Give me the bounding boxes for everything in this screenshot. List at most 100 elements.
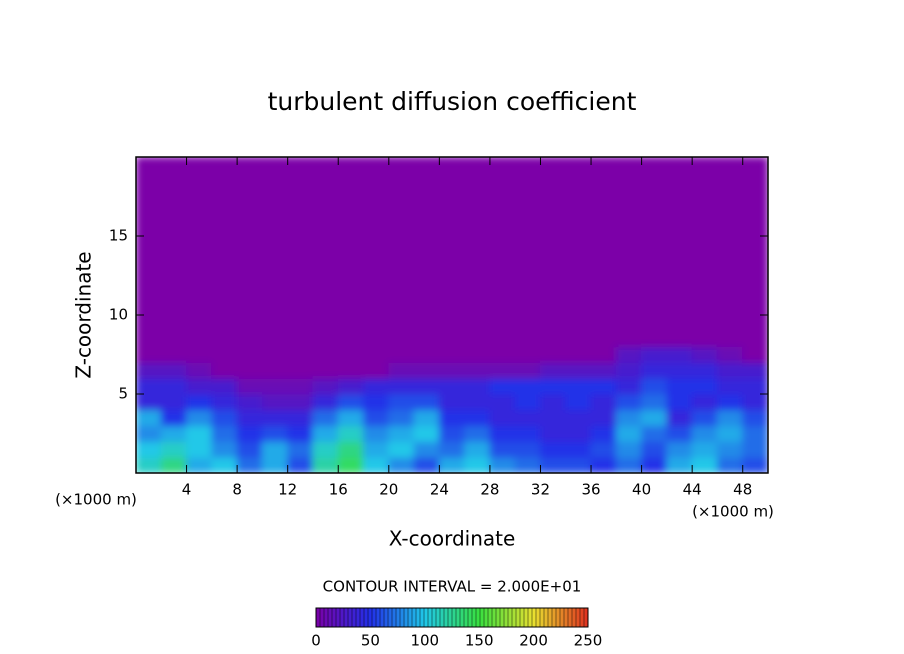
x-tick-label: 12 — [278, 481, 297, 499]
cell — [438, 377, 466, 395]
cell — [160, 409, 188, 427]
cell — [363, 157, 390, 348]
cell — [539, 377, 567, 395]
cell — [514, 361, 541, 379]
cell — [312, 409, 339, 427]
cell — [413, 346, 440, 363]
cell — [590, 361, 617, 379]
cell — [236, 440, 263, 458]
cell — [489, 346, 516, 363]
cell — [287, 409, 314, 427]
cell — [312, 377, 339, 395]
cell — [716, 456, 744, 473]
cell — [261, 346, 289, 363]
cell — [413, 456, 440, 473]
cell — [236, 393, 263, 411]
cell — [565, 409, 592, 427]
y-tick-label: 5 — [118, 385, 128, 403]
x-tick-label: 4 — [182, 481, 192, 499]
cell — [388, 361, 415, 379]
cell — [641, 440, 668, 458]
cell — [489, 425, 516, 442]
x-tick-label: 48 — [733, 481, 752, 499]
cell — [413, 409, 440, 427]
cell — [438, 409, 466, 427]
cell — [641, 346, 668, 363]
chart-title: turbulent diffusion coefficient — [268, 87, 637, 116]
cell — [160, 377, 188, 395]
cell — [489, 393, 516, 411]
cell — [236, 425, 263, 442]
y-unit-label: (×1000 m) — [55, 491, 137, 509]
cell — [565, 346, 592, 363]
cell — [742, 409, 768, 427]
cell — [136, 409, 162, 427]
cell — [160, 440, 188, 458]
cell — [261, 393, 289, 411]
cell — [136, 346, 162, 363]
cell — [312, 425, 339, 442]
cell — [211, 393, 238, 411]
cell — [438, 346, 466, 363]
cell — [236, 456, 263, 473]
colorbar-tick-label: 200 — [519, 632, 548, 650]
cell — [160, 393, 188, 411]
cell — [363, 361, 390, 379]
cell — [691, 346, 718, 363]
cell — [160, 361, 188, 379]
cell — [641, 409, 668, 427]
cell — [565, 440, 592, 458]
cell — [136, 377, 162, 395]
cell — [691, 377, 718, 395]
cell — [388, 409, 415, 427]
cell — [641, 456, 668, 473]
cell — [742, 393, 768, 411]
colorbar-tick-label: 0 — [311, 632, 321, 650]
x-tick-label: 36 — [581, 481, 600, 499]
cell — [565, 425, 592, 442]
cell — [312, 157, 339, 348]
cell — [514, 440, 541, 458]
cell — [186, 425, 213, 442]
cell — [236, 346, 263, 363]
cell — [186, 456, 213, 473]
x-unit-label: (×1000 m) — [692, 503, 774, 521]
cell — [388, 456, 415, 473]
cell — [514, 346, 541, 363]
cell — [438, 157, 466, 348]
cell — [413, 425, 440, 442]
cell — [438, 440, 466, 458]
cell — [438, 393, 466, 411]
cell — [160, 346, 188, 363]
cell — [489, 157, 516, 348]
cell — [312, 456, 339, 473]
cell — [261, 425, 289, 442]
cell — [363, 346, 390, 363]
cell — [615, 157, 643, 348]
cell — [539, 440, 567, 458]
cell — [337, 361, 365, 379]
cell — [413, 440, 440, 458]
cell — [413, 393, 440, 411]
cell — [464, 425, 491, 442]
cell — [615, 409, 643, 427]
cell — [691, 456, 718, 473]
cell — [337, 346, 365, 363]
x-tick-label: 28 — [480, 481, 499, 499]
cell — [590, 393, 617, 411]
cell — [641, 377, 668, 395]
cell — [464, 346, 491, 363]
cell — [287, 456, 314, 473]
cell — [464, 409, 491, 427]
cell — [388, 157, 415, 348]
cell — [716, 377, 744, 395]
cell — [211, 346, 238, 363]
cell — [742, 346, 768, 363]
cell — [716, 393, 744, 411]
cell — [388, 440, 415, 458]
cell — [413, 377, 440, 395]
cell — [363, 425, 390, 442]
cell — [363, 409, 390, 427]
cell — [337, 409, 365, 427]
cell — [261, 440, 289, 458]
